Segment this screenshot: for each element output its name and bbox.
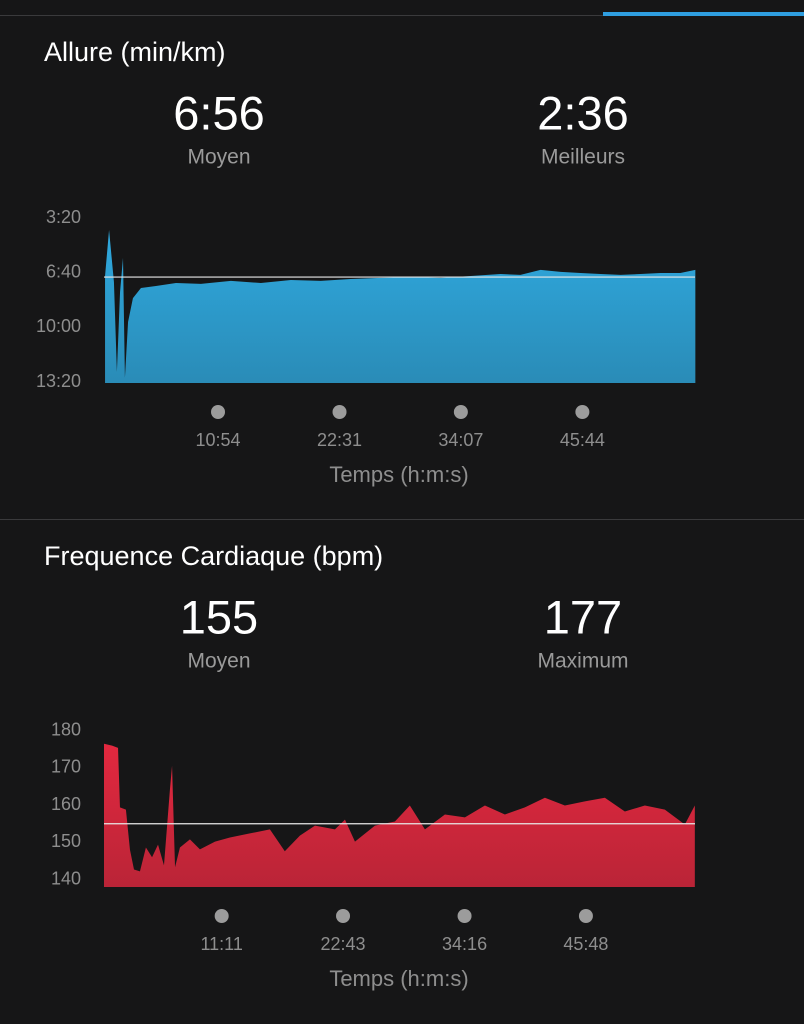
- stat-value: 155: [180, 590, 258, 643]
- y-tick-label: 3:20: [46, 207, 81, 227]
- y-tick-label: 170: [51, 757, 81, 777]
- x-tick-label: 45:44: [560, 430, 605, 450]
- x-axis-title: Temps (h:m:s): [329, 966, 468, 991]
- x-tick-dot: [453, 405, 468, 419]
- x-tick-dot: [575, 405, 590, 419]
- y-tick-label: 160: [51, 794, 81, 814]
- area: [105, 230, 696, 383]
- x-tick-dot: [457, 909, 472, 923]
- y-tick-label: 6:40: [46, 261, 81, 281]
- x-axis-title: Temps (h:m:s): [329, 462, 468, 487]
- stat-value: 177: [544, 590, 622, 643]
- y-tick-label: 13:20: [36, 371, 81, 391]
- y-tick-label: 140: [51, 868, 81, 888]
- section-title: Allure (min/km): [44, 37, 226, 67]
- y-tick-label: 180: [51, 719, 81, 739]
- x-tick-dot: [211, 405, 226, 419]
- x-tick-label: 34:16: [442, 934, 487, 954]
- x-tick-label: 22:43: [321, 934, 366, 954]
- x-tick-label: 10:54: [195, 430, 240, 450]
- x-tick-label: 22:31: [317, 430, 362, 450]
- stat-label: Meilleurs: [541, 146, 625, 169]
- x-tick-label: 45:48: [563, 934, 608, 954]
- x-tick-label: 11:11: [200, 934, 242, 954]
- x-tick-dot: [336, 909, 351, 923]
- stat-label: Moyen: [187, 650, 250, 673]
- x-tick-dot: [214, 909, 229, 923]
- x-tick-dot: [332, 405, 347, 419]
- stat-label: Moyen: [187, 146, 250, 169]
- tab-indicator: [603, 12, 804, 16]
- x-tick-label: 34:07: [438, 430, 483, 450]
- stat-value: 6:56: [173, 86, 264, 139]
- stat-value: 2:36: [537, 86, 628, 139]
- x-tick-dot: [578, 909, 593, 923]
- section-title: Frequence Cardiaque (bpm): [44, 541, 383, 571]
- y-tick-label: 10:00: [36, 316, 81, 336]
- area: [104, 743, 695, 887]
- y-tick-label: 150: [51, 831, 81, 851]
- stat-label: Maximum: [537, 650, 628, 673]
